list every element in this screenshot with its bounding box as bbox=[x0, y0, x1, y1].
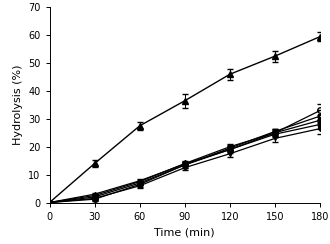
X-axis label: Time (min): Time (min) bbox=[154, 227, 215, 237]
Y-axis label: Hydrolysis (%): Hydrolysis (%) bbox=[13, 65, 22, 145]
